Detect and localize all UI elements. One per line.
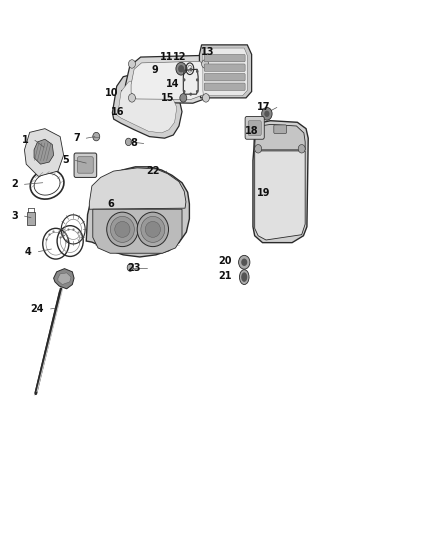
Text: 15: 15: [161, 93, 175, 103]
Circle shape: [264, 111, 269, 117]
Circle shape: [196, 90, 198, 93]
Circle shape: [201, 60, 208, 68]
Polygon shape: [27, 213, 35, 225]
Polygon shape: [125, 55, 215, 103]
Circle shape: [127, 264, 133, 271]
Polygon shape: [34, 139, 53, 164]
Circle shape: [202, 94, 209, 102]
Ellipse shape: [145, 221, 160, 237]
Circle shape: [183, 90, 185, 93]
Text: 16: 16: [111, 107, 124, 117]
Text: 20: 20: [219, 256, 232, 266]
Circle shape: [189, 93, 192, 96]
Polygon shape: [121, 91, 141, 112]
Circle shape: [128, 94, 135, 102]
Text: 21: 21: [219, 271, 232, 281]
Circle shape: [183, 70, 185, 73]
Polygon shape: [89, 168, 186, 209]
Polygon shape: [116, 80, 177, 133]
Polygon shape: [58, 273, 71, 285]
Text: 18: 18: [244, 126, 258, 136]
Text: 3: 3: [11, 211, 18, 221]
FancyBboxPatch shape: [78, 157, 93, 173]
Circle shape: [116, 199, 124, 209]
Text: 19: 19: [257, 188, 270, 198]
Text: 14: 14: [166, 78, 179, 88]
FancyBboxPatch shape: [204, 54, 245, 62]
Ellipse shape: [240, 270, 249, 285]
Circle shape: [183, 78, 185, 82]
Text: 24: 24: [31, 304, 44, 314]
Ellipse shape: [241, 272, 247, 282]
Circle shape: [196, 78, 198, 82]
Polygon shape: [53, 269, 74, 289]
FancyBboxPatch shape: [74, 153, 97, 177]
Text: 12: 12: [173, 52, 186, 62]
Polygon shape: [131, 61, 208, 100]
Circle shape: [298, 144, 305, 153]
Text: 6: 6: [107, 199, 114, 209]
Circle shape: [178, 65, 184, 72]
Text: 10: 10: [106, 87, 119, 98]
Text: 13: 13: [201, 47, 215, 56]
Polygon shape: [93, 209, 182, 253]
Ellipse shape: [107, 212, 138, 247]
Circle shape: [254, 144, 261, 153]
Text: 8: 8: [130, 139, 137, 149]
Polygon shape: [253, 120, 308, 243]
Polygon shape: [113, 75, 182, 138]
Text: 22: 22: [147, 166, 160, 176]
FancyBboxPatch shape: [204, 83, 245, 91]
Text: 23: 23: [127, 263, 141, 272]
FancyBboxPatch shape: [248, 120, 261, 135]
Ellipse shape: [115, 221, 130, 237]
Text: 7: 7: [73, 133, 80, 143]
Circle shape: [128, 60, 135, 68]
Polygon shape: [254, 124, 305, 150]
Circle shape: [239, 255, 250, 269]
Polygon shape: [254, 151, 305, 240]
Polygon shape: [25, 128, 64, 176]
Circle shape: [176, 62, 186, 75]
FancyBboxPatch shape: [274, 125, 286, 133]
Text: 5: 5: [62, 156, 69, 165]
Circle shape: [125, 138, 131, 146]
Polygon shape: [199, 45, 252, 98]
Text: 11: 11: [160, 52, 173, 62]
Circle shape: [241, 259, 247, 266]
FancyBboxPatch shape: [204, 74, 245, 81]
Ellipse shape: [110, 216, 134, 243]
Text: 17: 17: [257, 102, 270, 112]
Text: 4: 4: [25, 247, 32, 257]
Text: 9: 9: [151, 66, 158, 75]
Circle shape: [189, 68, 192, 71]
Ellipse shape: [141, 216, 165, 243]
Polygon shape: [203, 48, 247, 96]
Polygon shape: [86, 167, 189, 257]
Circle shape: [180, 94, 187, 102]
Text: 1: 1: [21, 135, 28, 146]
Circle shape: [196, 70, 198, 73]
Ellipse shape: [137, 212, 169, 247]
Circle shape: [261, 108, 272, 120]
FancyBboxPatch shape: [245, 116, 264, 139]
Circle shape: [93, 132, 100, 141]
Text: 2: 2: [11, 179, 18, 189]
FancyBboxPatch shape: [204, 64, 245, 71]
